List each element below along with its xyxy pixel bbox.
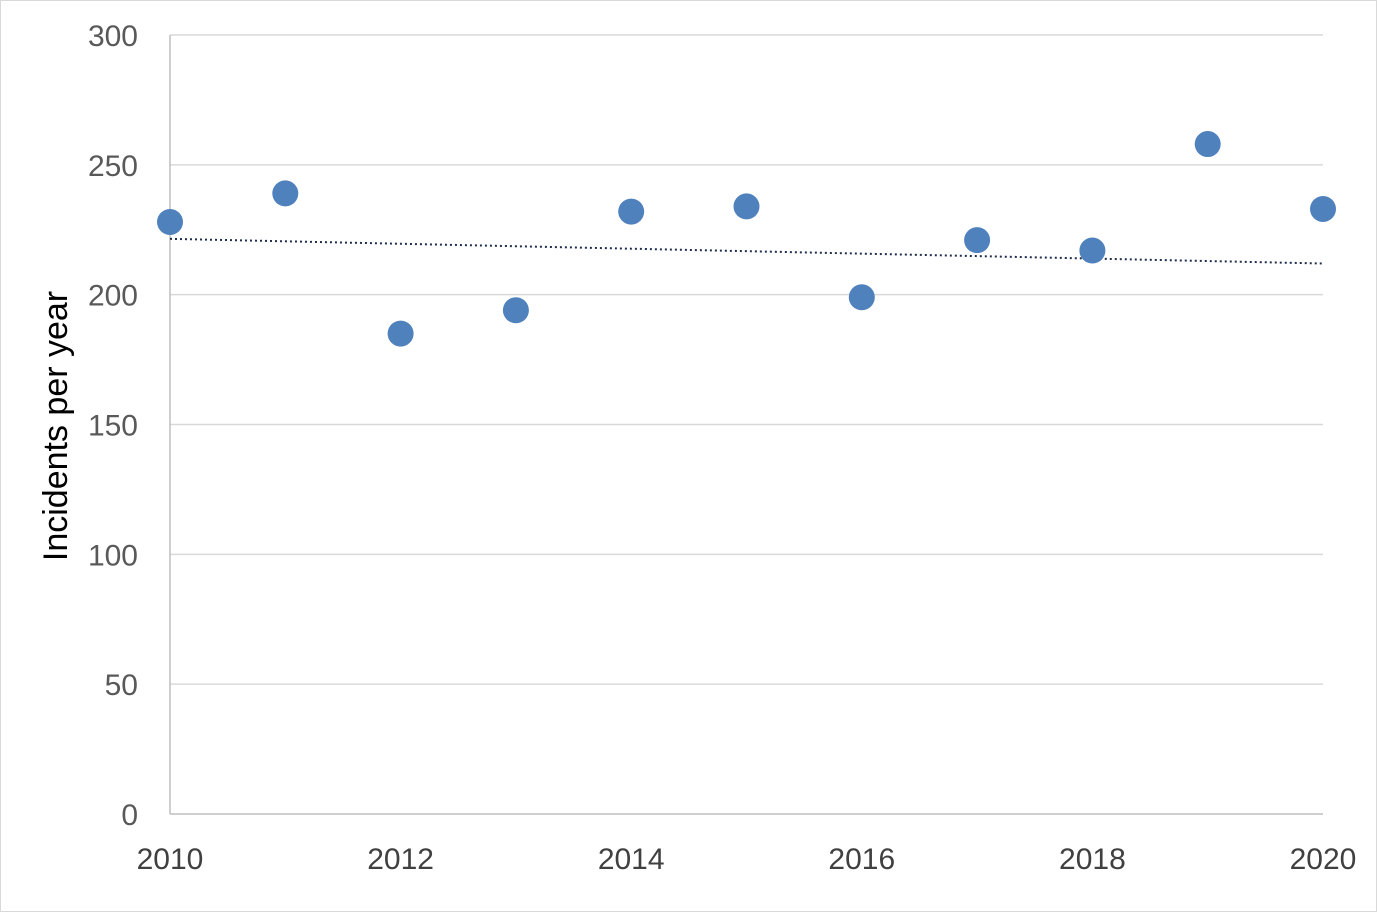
x-tick-labels: 2010 2012 2014 2016 2018 2020: [137, 843, 1357, 876]
x-tick-label: 2012: [367, 843, 434, 876]
y-tick-label: 150: [88, 410, 138, 443]
y-tick-labels: 0 50 100 150 200 250 300: [88, 20, 138, 832]
data-point: [387, 320, 414, 347]
data-point: [848, 284, 875, 311]
data-point: [502, 297, 529, 324]
y-tick-label: 300: [88, 20, 138, 53]
y-tick-label: 200: [88, 280, 138, 313]
y-tick-label: 100: [88, 539, 138, 572]
data-point: [618, 198, 645, 225]
data-points: [157, 131, 1336, 347]
y-tick-label: 250: [88, 150, 138, 183]
data-point: [964, 227, 991, 254]
data-point: [1194, 131, 1221, 158]
data-point: [1310, 195, 1336, 222]
gridlines: [170, 34, 1323, 685]
axes: [169, 35, 1323, 815]
trendline: [169, 237, 1324, 265]
y-tick-label: 0: [121, 799, 138, 832]
y-tick-label: 50: [105, 669, 138, 702]
x-tick-label: 2014: [598, 843, 665, 876]
data-point: [733, 193, 760, 220]
data-point: [1079, 237, 1106, 264]
data-point: [272, 180, 299, 207]
trendline-layer: [169, 237, 1324, 265]
y-axis-title: Incidents per year: [37, 291, 75, 561]
x-tick-label: 2018: [1059, 843, 1126, 876]
x-tick-label: 2010: [137, 843, 204, 876]
x-tick-label: 2016: [828, 843, 895, 876]
data-point: [157, 208, 183, 235]
x-tick-label: 2020: [1290, 843, 1357, 876]
